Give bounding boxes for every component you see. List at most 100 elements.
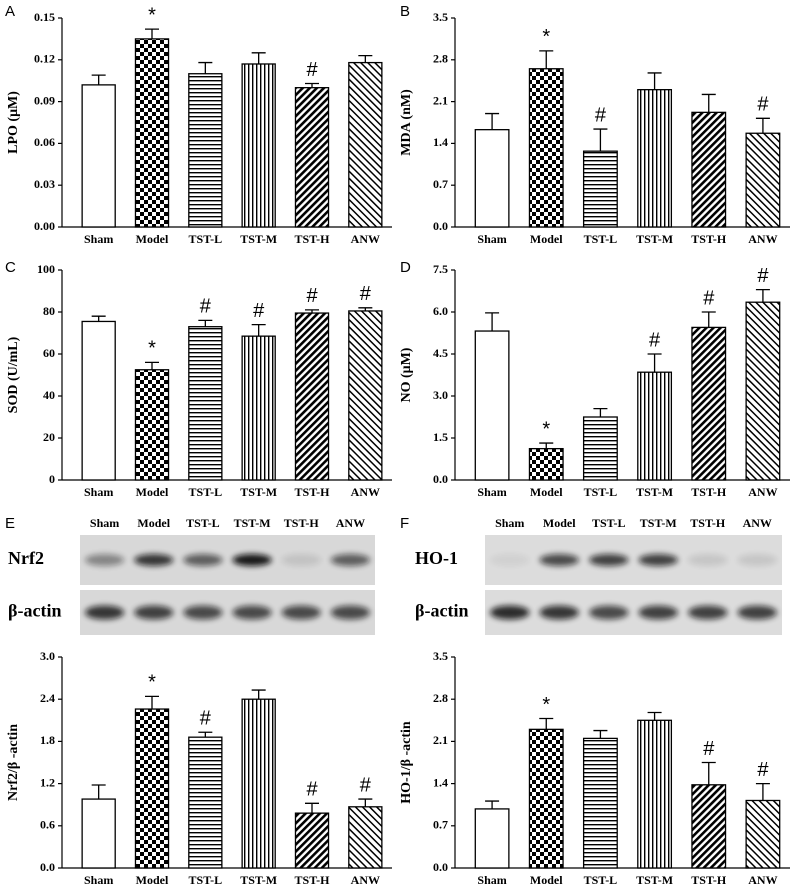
x-tick-label: TST-H bbox=[295, 873, 331, 887]
blot-band bbox=[134, 554, 174, 566]
panel-label: A bbox=[5, 3, 15, 20]
y-tick-label: 100 bbox=[37, 262, 55, 276]
y-axis-title: LPO (μM) bbox=[6, 91, 21, 154]
x-tick-label: Sham bbox=[477, 232, 506, 246]
bar bbox=[348, 61, 383, 228]
y-tick-label: 2.8 bbox=[433, 691, 448, 705]
y-tick-label: 0.7 bbox=[433, 177, 448, 191]
error-bar bbox=[485, 800, 500, 809]
error-bar bbox=[91, 784, 106, 800]
error-bar bbox=[593, 729, 608, 739]
blot-strip bbox=[485, 535, 782, 585]
significance-mark: * bbox=[542, 418, 550, 440]
y-tick-label: 2.1 bbox=[433, 733, 448, 747]
error-bar bbox=[145, 361, 159, 370]
y-tick-label: 3.5 bbox=[433, 10, 448, 24]
x-tick-label: TST-L bbox=[189, 485, 223, 499]
error-bar bbox=[593, 407, 608, 417]
blot-band bbox=[232, 554, 272, 566]
error-bar bbox=[539, 717, 554, 730]
blot-band bbox=[183, 605, 223, 620]
x-tick-label: ANW bbox=[351, 873, 380, 887]
blot-band bbox=[588, 554, 629, 566]
panel-label: C bbox=[5, 259, 16, 276]
error-bar bbox=[593, 128, 608, 152]
blot-band bbox=[134, 605, 174, 620]
lane-label: TST-L bbox=[592, 516, 626, 530]
y-tick-label: 0.15 bbox=[34, 10, 55, 24]
bar bbox=[528, 728, 564, 869]
bar bbox=[81, 320, 116, 481]
blot-band bbox=[638, 605, 679, 620]
x-tick-label: Model bbox=[136, 873, 169, 887]
error-bar bbox=[251, 52, 266, 64]
x-tick-label: Sham bbox=[477, 873, 506, 887]
y-tick-label: 0 bbox=[49, 472, 55, 486]
bar bbox=[691, 111, 727, 228]
y-tick-label: 0.06 bbox=[34, 135, 55, 149]
y-tick-label: 0.0 bbox=[433, 860, 448, 874]
x-tick-label: Model bbox=[136, 485, 169, 499]
bar bbox=[348, 806, 383, 869]
y-tick-label: 0.6 bbox=[40, 818, 55, 832]
significance-mark: # bbox=[360, 283, 372, 305]
blot-strip bbox=[80, 590, 375, 635]
bar bbox=[188, 736, 223, 869]
significance-mark: # bbox=[306, 779, 318, 801]
blot-band bbox=[539, 554, 580, 566]
error-bar bbox=[539, 442, 554, 449]
y-tick-label: 20 bbox=[43, 430, 55, 444]
bar bbox=[745, 799, 781, 869]
error-bar bbox=[145, 28, 159, 39]
bar bbox=[241, 335, 276, 481]
panel-label: F bbox=[400, 515, 409, 532]
x-tick-label: Model bbox=[136, 232, 169, 246]
x-tick-label: TST-H bbox=[691, 485, 727, 499]
x-tick-label: TST-L bbox=[189, 873, 223, 887]
bar bbox=[474, 330, 510, 481]
bar bbox=[188, 326, 223, 481]
bar bbox=[582, 737, 618, 869]
panel-label: B bbox=[400, 3, 410, 20]
bar bbox=[134, 708, 170, 869]
bar bbox=[528, 68, 564, 228]
bar bbox=[745, 132, 781, 228]
error-bar bbox=[198, 319, 213, 327]
significance-mark: # bbox=[703, 287, 715, 309]
bar bbox=[745, 301, 781, 481]
y-tick-label: 4.5 bbox=[433, 346, 448, 360]
error-bar bbox=[91, 74, 106, 85]
y-tick-label: 0.7 bbox=[433, 818, 448, 832]
panel-label: D bbox=[400, 259, 411, 276]
y-tick-label: 0.00 bbox=[34, 219, 55, 233]
y-tick-label: 1.4 bbox=[433, 775, 448, 789]
x-tick-label: Model bbox=[530, 485, 563, 499]
x-tick-label: TST-M bbox=[240, 485, 277, 499]
y-tick-label: 7.5 bbox=[433, 262, 448, 276]
x-tick-label: Sham bbox=[477, 485, 506, 499]
x-tick-label: TST-H bbox=[295, 485, 331, 499]
blot-band bbox=[588, 605, 629, 620]
significance-mark: # bbox=[757, 265, 769, 287]
blot-band bbox=[84, 554, 125, 566]
x-tick-label: ANW bbox=[748, 232, 777, 246]
blot-band bbox=[737, 554, 778, 566]
error-bar bbox=[91, 315, 106, 322]
error-bar bbox=[755, 288, 770, 303]
x-tick-label: TST-M bbox=[636, 873, 673, 887]
y-tick-label: 1.4 bbox=[433, 135, 448, 149]
y-tick-label: 0.03 bbox=[34, 177, 55, 191]
bar bbox=[637, 719, 673, 869]
error-bar bbox=[251, 689, 266, 700]
significance-mark: * bbox=[148, 338, 156, 360]
x-tick-label: Sham bbox=[84, 873, 113, 887]
lane-label: ANW bbox=[743, 516, 772, 530]
y-axis-title: MDA (nM) bbox=[399, 89, 414, 156]
error-bar bbox=[305, 82, 319, 88]
blot-band bbox=[84, 605, 125, 620]
error-bar bbox=[358, 307, 373, 311]
y-tick-label: 1.2 bbox=[40, 775, 55, 789]
blot-band bbox=[539, 605, 580, 620]
x-tick-label: Sham bbox=[84, 232, 113, 246]
